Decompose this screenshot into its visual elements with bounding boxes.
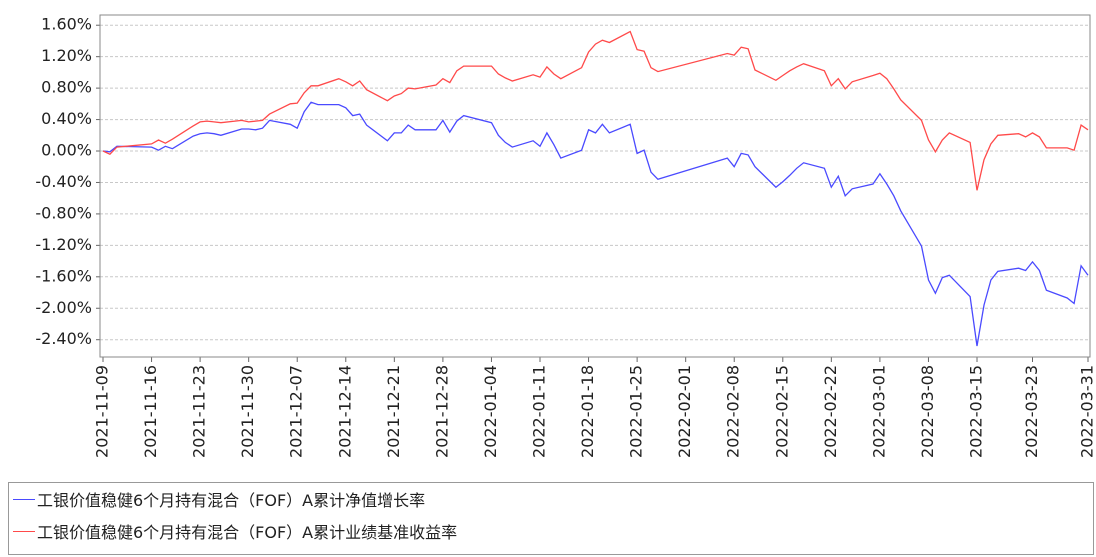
x-tick-label: 2022-03-01 [869,365,888,458]
y-tick-label: -1.20% [35,235,92,254]
chart: 1.60% 1.20% 0.80% 0.40% 0.00% -0.40% -0.80% -1.… [35,14,1096,458]
legend: 工银价值稳健6个月持有混合（FOF）A累计净值增长率工银价值稳健6个月持有混合（… [8,482,1094,555]
x-tick-label: 2022-03-23 [1022,365,1041,458]
y-tick-label: 1.20% [41,46,92,65]
x-tick-label: 2021-12-07 [287,365,306,458]
x-tick-label: 2022-01-11 [530,365,549,458]
x-tick-label: 2021-11-23 [190,365,209,458]
x-tick-label: 2022-02-15 [772,365,791,458]
y-tick-label: -0.40% [35,172,92,191]
legend-item: 工银价值稳健6个月持有混合（FOF）A累计业绩基准收益率 [9,515,1093,547]
x-tick-label: 2021-11-09 [93,365,112,458]
legend-label: 工银价值稳健6个月持有混合（FOF）A累计业绩基准收益率 [37,523,458,542]
x-tick-label: 2022-03-08 [918,365,937,458]
series-line [102,30,1089,191]
x-tick-label: 2022-02-22 [821,365,840,458]
x-tick-label: 2022-01-04 [481,365,500,458]
x-tick-label: 2021-11-30 [238,365,257,458]
x-tick-label: 2022-03-31 [1078,365,1096,458]
x-tick-label: 2021-11-16 [141,365,160,458]
x-tick-label: 2021-12-28 [432,365,451,458]
legend-swatch [13,498,35,500]
x-tick-label: 2022-01-18 [578,365,597,458]
legend-swatch [13,530,35,532]
y-tick-label: -0.80% [35,203,92,222]
y-tick-label: -1.60% [35,266,92,285]
y-tick-label: 1.60% [41,15,92,34]
x-tick-label: 2021-12-14 [335,365,354,458]
x-tick-label: 2022-01-25 [627,365,646,458]
x-tick-label: 2022-02-08 [724,365,743,458]
x-tick-label: 2021-12-21 [384,365,403,458]
x-tick-label: 2022-03-15 [967,365,986,458]
y-tick-label: -2.40% [35,329,92,348]
y-tick-label: 0.00% [41,141,92,160]
series-line [102,101,1089,347]
legend-label: 工银价值稳健6个月持有混合（FOF）A累计净值增长率 [37,491,426,510]
x-tick-label: 2022-02-01 [675,365,694,458]
y-tick-label: 0.40% [41,109,92,128]
legend-item: 工银价值稳健6个月持有混合（FOF）A累计净值增长率 [9,483,1093,515]
plot-frame [99,14,1091,358]
y-tick-label: -2.00% [35,298,92,317]
y-tick-label: 0.80% [41,78,92,97]
